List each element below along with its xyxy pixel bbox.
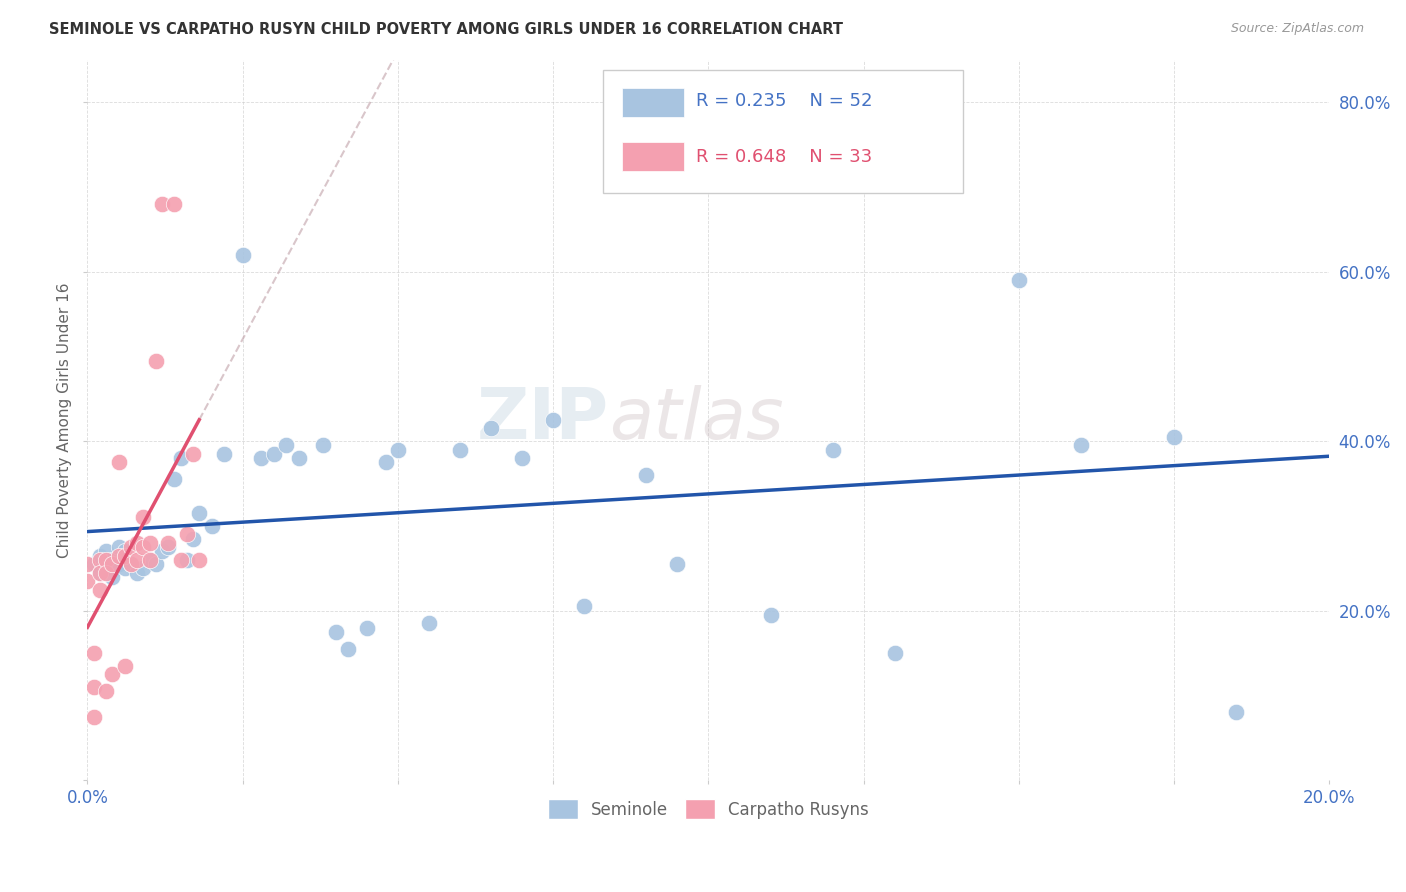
Point: [418, 616, 440, 631]
Point: [188, 553, 211, 567]
Point: [821, 442, 844, 457]
Point: [107, 540, 129, 554]
Point: [387, 442, 409, 457]
Point: [132, 510, 155, 524]
Point: [120, 557, 142, 571]
Point: [107, 455, 129, 469]
Point: [94, 684, 117, 698]
Point: [120, 557, 142, 571]
Point: [1008, 273, 1031, 287]
Point: [374, 455, 396, 469]
Point: [232, 247, 254, 261]
Point: [883, 646, 905, 660]
Point: [94, 566, 117, 580]
Point: [181, 532, 204, 546]
Legend: Seminole, Carpatho Rusyns: Seminole, Carpatho Rusyns: [541, 792, 876, 826]
Point: [1225, 706, 1247, 720]
Point: [145, 557, 167, 571]
Text: Source: ZipAtlas.com: Source: ZipAtlas.com: [1230, 22, 1364, 36]
Text: R = 0.648    N = 33: R = 0.648 N = 33: [696, 148, 872, 166]
Point: [157, 540, 180, 554]
Point: [541, 413, 564, 427]
Point: [94, 561, 117, 575]
Point: [263, 447, 285, 461]
Point: [636, 468, 658, 483]
Point: [114, 549, 136, 563]
Point: [325, 624, 347, 639]
Point: [114, 561, 136, 575]
Point: [163, 472, 186, 486]
Point: [83, 709, 105, 723]
Bar: [621, 88, 683, 117]
Point: [337, 641, 360, 656]
Point: [76, 557, 98, 571]
Point: [83, 557, 105, 571]
Point: [574, 599, 596, 614]
Point: [176, 553, 198, 567]
Text: R = 0.235    N = 52: R = 0.235 N = 52: [696, 93, 873, 111]
Point: [89, 566, 111, 580]
Point: [89, 553, 111, 567]
Point: [83, 680, 105, 694]
Point: [181, 447, 204, 461]
Point: [145, 353, 167, 368]
Point: [666, 557, 689, 571]
Y-axis label: Child Poverty Among Girls Under 16: Child Poverty Among Girls Under 16: [58, 282, 72, 558]
Point: [276, 438, 298, 452]
Point: [157, 536, 180, 550]
Point: [138, 553, 160, 567]
Point: [101, 667, 124, 681]
Point: [163, 196, 186, 211]
Point: [1070, 438, 1092, 452]
Point: [127, 553, 149, 567]
Point: [107, 557, 129, 571]
Point: [89, 549, 111, 563]
Point: [138, 553, 160, 567]
Point: [169, 553, 191, 567]
Point: [1163, 430, 1185, 444]
Point: [107, 549, 129, 563]
Point: [94, 553, 117, 567]
Point: [114, 544, 136, 558]
Point: [201, 519, 224, 533]
Point: [287, 451, 309, 466]
Point: [132, 540, 155, 554]
Point: [356, 621, 378, 635]
Text: SEMINOLE VS CARPATHO RUSYN CHILD POVERTY AMONG GIRLS UNDER 16 CORRELATION CHART: SEMINOLE VS CARPATHO RUSYN CHILD POVERTY…: [49, 22, 844, 37]
Point: [127, 566, 149, 580]
Point: [138, 536, 160, 550]
Point: [250, 451, 273, 466]
Point: [127, 536, 149, 550]
Point: [176, 527, 198, 541]
Point: [101, 570, 124, 584]
Point: [101, 557, 124, 571]
Point: [89, 582, 111, 597]
Point: [759, 607, 782, 622]
Point: [150, 196, 173, 211]
Point: [114, 658, 136, 673]
FancyBboxPatch shape: [603, 70, 963, 193]
Point: [169, 451, 191, 466]
Text: atlas: atlas: [609, 385, 783, 454]
Point: [449, 442, 471, 457]
Point: [101, 553, 124, 567]
Point: [188, 506, 211, 520]
Point: [697, 154, 720, 169]
Point: [212, 447, 235, 461]
Point: [510, 451, 533, 466]
Point: [89, 566, 111, 580]
Point: [83, 646, 105, 660]
Point: [120, 540, 142, 554]
Point: [312, 438, 335, 452]
Point: [479, 421, 502, 435]
Point: [150, 544, 173, 558]
Bar: [621, 143, 683, 171]
Point: [94, 544, 117, 558]
Text: ZIP: ZIP: [477, 385, 609, 454]
Point: [132, 561, 155, 575]
Point: [76, 574, 98, 588]
